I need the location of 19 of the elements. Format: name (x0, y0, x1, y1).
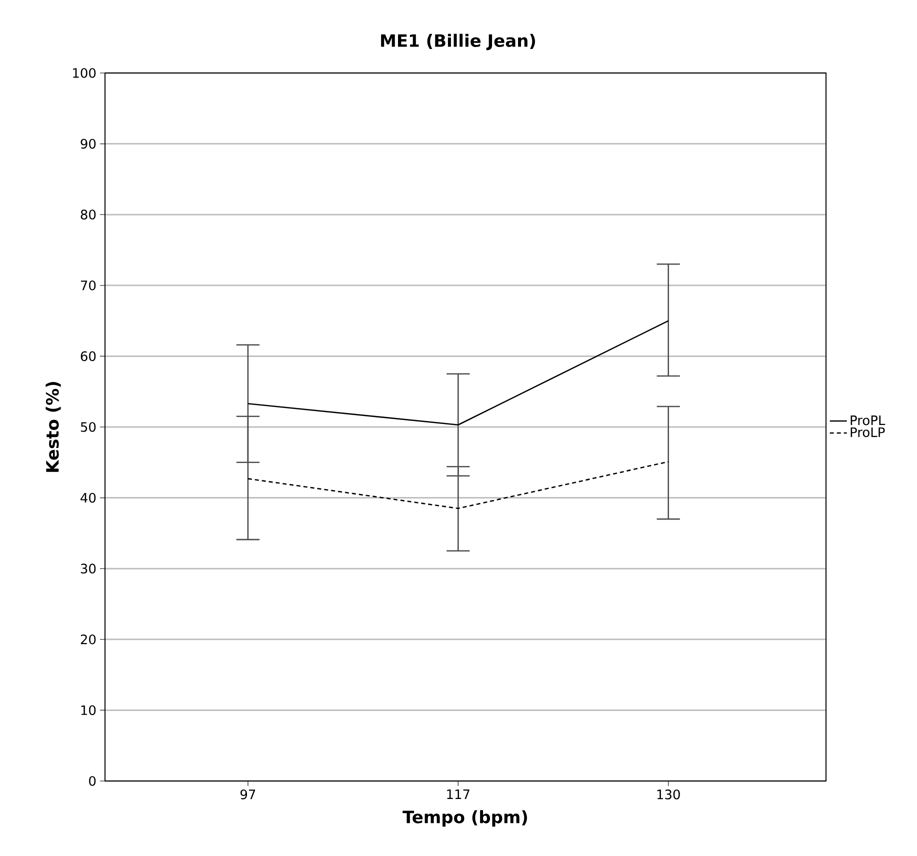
x-tick-label: 97 (240, 790, 256, 800)
legend-label: ProLP (850, 427, 885, 438)
y-tick-label: 90 (80, 138, 96, 149)
y-tick-label: 10 (81, 705, 96, 716)
chart-title: ME1 (Billie Jean) (381, 34, 536, 50)
y-axis-title: Kesto (%) (46, 382, 61, 472)
y-tick-label: 20 (80, 634, 96, 644)
y-tick-label: 70 (81, 280, 96, 290)
legend-label: ProPL (850, 416, 886, 426)
y-tick-label: 100 (73, 68, 96, 78)
y-tick-label: 40 (80, 492, 96, 503)
x-tick-label: 130 (657, 790, 680, 800)
y-tick-label: 50 (80, 422, 96, 432)
y-tick-label: 80 (80, 210, 96, 220)
x-tick-label: 117 (447, 790, 470, 799)
x-axis-title: Tempo (bpm) (402, 810, 528, 827)
y-tick-label: 60 (80, 351, 96, 362)
y-tick-label: 0 (89, 776, 96, 786)
y-tick-label: 30 (80, 564, 96, 574)
